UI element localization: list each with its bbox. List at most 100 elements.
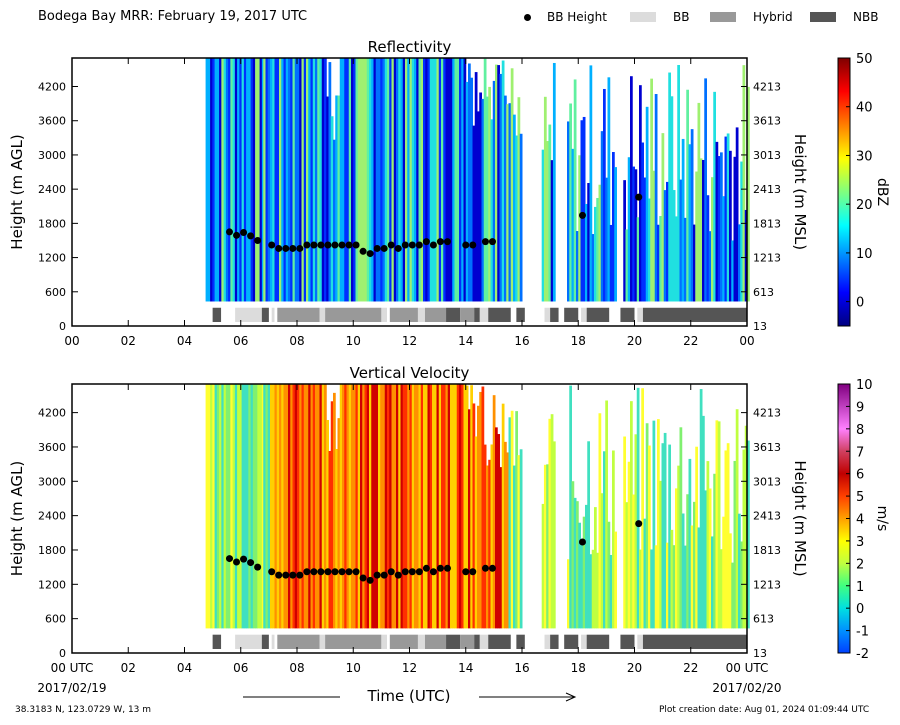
heatmap-cell [627, 157, 631, 302]
heatmap-cell [573, 497, 577, 629]
heatmap-cell [454, 58, 458, 302]
heatmap-cell [450, 384, 453, 629]
heatmap-cell [391, 58, 395, 302]
heatmap-cell [461, 384, 464, 629]
heatmap-cell [715, 420, 719, 629]
heatmap-cell [690, 129, 694, 302]
ytick-right-label: 4213 [753, 81, 781, 94]
heatmap-cell [670, 96, 674, 302]
heatmap-cell [326, 96, 329, 302]
heatmap-cell [501, 403, 505, 629]
heatmap-cell [456, 384, 460, 629]
colorbar-tick-label: 0 [856, 602, 864, 617]
heatmap-cell [652, 420, 656, 629]
heatmap-cell [248, 58, 252, 302]
heatmap-cell [223, 384, 227, 629]
heatmap-cell [729, 150, 732, 302]
heatmap-cell [742, 449, 746, 629]
heatmap-cell [546, 464, 549, 629]
heatmap-cell [272, 384, 275, 629]
xtick-label: 00 UTC [51, 661, 94, 675]
heatmap-cell [713, 473, 716, 629]
heatmap-cell [436, 58, 440, 302]
heatmap-cell [274, 58, 278, 302]
bb-height-point [408, 241, 416, 249]
xtick-label: 02 [121, 661, 136, 675]
bb-class-segment [642, 307, 747, 323]
heatmap-cell [744, 209, 748, 302]
heatmap-cell [634, 169, 638, 302]
heatmap-cell [328, 450, 332, 629]
heatmap-cell [355, 58, 359, 302]
heatmap-cell [259, 384, 263, 629]
bb-class-segment [319, 307, 326, 323]
heatmap-cell [274, 384, 278, 629]
heatmap-cell [276, 58, 280, 302]
bb-class-segment [564, 307, 579, 323]
bb-height-point [373, 244, 381, 252]
bb-height-point [282, 244, 290, 252]
bb-class-segment [417, 634, 425, 649]
bb-height-point [352, 241, 360, 249]
heatmap-cell [650, 78, 653, 302]
heatmap-cell [427, 384, 431, 629]
bb-height-point [310, 568, 318, 576]
bb-class-segment [516, 634, 525, 649]
ylabel-left: Height (m AGL) [8, 134, 26, 249]
heatmap-cell [515, 135, 518, 302]
heatmap-cell [239, 384, 243, 629]
heatmap-cell [470, 77, 473, 302]
colorbar-tick-label: 7 [856, 445, 864, 460]
heatmap-cell [474, 72, 478, 302]
heatmap-cell [508, 103, 512, 302]
heatmap-cell [614, 531, 617, 629]
heatmap-cell [654, 94, 658, 302]
heatmap-cell [292, 384, 296, 629]
xtick-label: 14 [458, 661, 473, 675]
heatmap-cell [308, 384, 311, 629]
heatmap-cell [214, 58, 218, 302]
heatmap-cell [344, 58, 347, 302]
heatmap-cell [237, 384, 240, 629]
heatmap-cell [303, 58, 307, 302]
heatmap-cell [506, 104, 509, 302]
heatmap-cell [519, 133, 523, 302]
heatmap-cell [468, 63, 471, 302]
heatmap-cell [668, 72, 671, 302]
colorbar-tick-label: 10 [856, 247, 873, 262]
heatmap-cell [576, 231, 579, 302]
heatmap-cell [263, 384, 266, 629]
heatmap-cell [657, 419, 660, 629]
heatmap-cell [607, 77, 611, 302]
xtick-label: 20 [627, 661, 642, 675]
heatmap-cell [281, 58, 284, 302]
bb-height-point [352, 568, 360, 576]
bb-height-point [233, 231, 241, 239]
heatmap-cell [697, 102, 701, 302]
heatmap-cell [684, 545, 687, 629]
bb-class-segment [212, 634, 222, 649]
heatmap-cell [436, 384, 440, 629]
panel-title: Vertical Velocity [350, 364, 470, 382]
heatmap-cell [571, 481, 575, 629]
bb-class-segment [550, 307, 559, 323]
xtick-label: 00 UTC [726, 661, 769, 675]
heatmap-cell [438, 58, 442, 302]
heatmap-cell [465, 81, 469, 302]
heatmap-cell [344, 384, 347, 629]
heatmap-cell [659, 216, 662, 302]
heatmap-cell [225, 384, 229, 629]
bb-class-segment [474, 634, 480, 649]
bb-height-point [481, 564, 489, 572]
heatmap-cell [432, 384, 435, 629]
heatmap-cell [596, 197, 599, 302]
heatmap-cell [468, 409, 471, 629]
heatmap-cell [677, 465, 680, 629]
heatmap-cell [267, 384, 271, 629]
xtick-label: 08 [289, 334, 304, 348]
heatmap-cell [670, 529, 674, 629]
heatmap-cell [221, 384, 225, 629]
bb-height-point [462, 568, 470, 576]
heatmap-cell [214, 384, 218, 629]
